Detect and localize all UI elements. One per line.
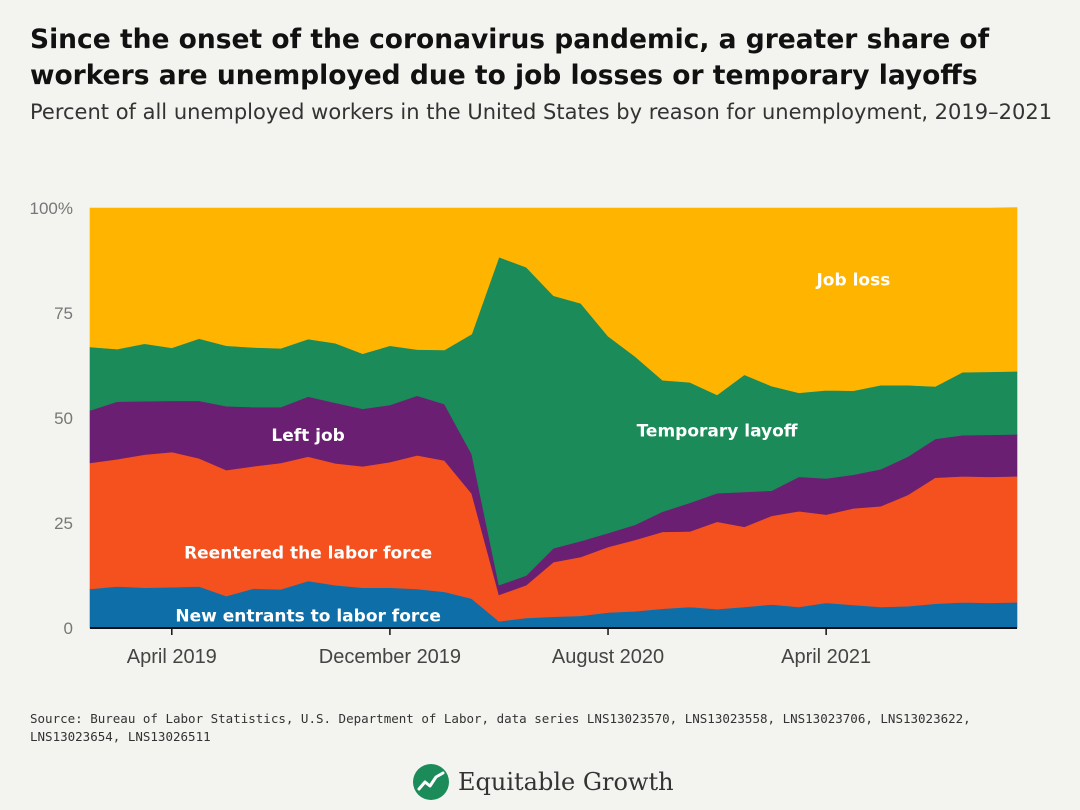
area-job-loss — [89, 207, 1018, 396]
area-label-new-entrants-to-labor-force: New entrants to labor force — [175, 606, 441, 626]
y-tick-label: 50 — [54, 409, 73, 428]
logo-text: Equitable Growth — [458, 768, 674, 796]
stacked-area-chart: 0 25 50 75 100% April 2019 December 2019 August… — [30, 199, 1018, 668]
x-tick-label: December 2019 — [319, 646, 461, 668]
source-note: Source: Bureau of Labor Statistics, U.S.… — [30, 711, 971, 744]
area-label-reentered-the-labor-force: Reentered the labor force — [184, 543, 432, 563]
y-tick-label: 100% — [30, 199, 73, 218]
equitable-growth-logo[interactable]: Equitable Growth — [412, 760, 674, 804]
chart-title: Since the onset of the coronavirus pande… — [30, 24, 990, 91]
area-label-temporary-layoff: Temporary layoff — [637, 422, 798, 442]
y-tick-label: 25 — [54, 514, 73, 533]
x-tick-label: April 2019 — [127, 646, 217, 668]
area-label-job-loss: Job loss — [815, 270, 890, 290]
y-tick-label: 0 — [64, 619, 73, 638]
y-tick-label: 75 — [54, 304, 73, 323]
x-tick-label: April 2021 — [781, 646, 871, 668]
chart-subtitle: Percent of all unemployed workers in the… — [30, 100, 1053, 124]
trend-chart-icon — [413, 764, 449, 800]
x-tick-label: August 2020 — [552, 646, 664, 668]
area-label-left-job: Left job — [271, 426, 344, 446]
